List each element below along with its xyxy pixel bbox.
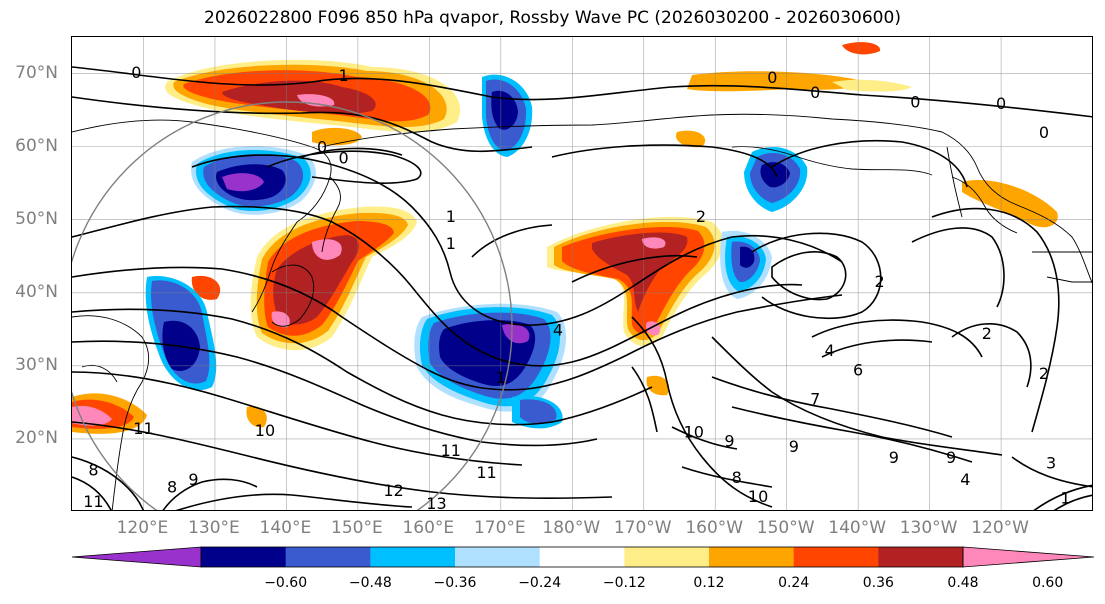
contour-label: 9 [889,448,899,467]
contour-label: 8 [732,468,742,487]
longitude-label: 130°W [899,518,958,538]
contour-label: 4 [960,470,970,489]
coastlines [72,113,1092,510]
colorbar-segment [455,547,541,567]
contour-label: 2 [1039,364,1049,383]
colorbar-tick-label: 0.24 [778,575,810,591]
contour-label: 9 [946,448,956,467]
colorbar-border [200,546,964,568]
colorbar-tick-label: 0.12 [693,575,725,591]
contour-label: 3 [1046,453,1056,472]
contour-label: 6 [853,361,863,380]
contour-label: 0 [910,92,920,111]
colorbar-segment [793,547,879,567]
colorbar-segment [285,547,371,567]
colorbar-tick-label: 0.60 [1032,575,1064,591]
contour-label: 0 [810,83,820,102]
colorbar-segment [878,547,964,567]
contour-label: 7 [810,390,820,409]
contour-label: 0 [767,68,777,87]
contour-label: 4 [824,341,834,360]
colorbar [71,546,1095,568]
contour-label: 11 [83,492,103,511]
contour-label: 2 [875,272,885,291]
colorbar-segment [539,547,625,567]
contour-label: 9 [724,431,734,450]
colorbar-extend-high [962,546,1095,568]
longitude-label: 160°W [685,518,744,538]
contour-label: 1 [338,66,348,85]
contour-label: 10 [748,487,768,506]
contour-label: 1 [496,368,506,387]
longitude-label: 140°W [828,518,887,538]
longitude-label: 140°E [259,518,312,538]
longitude-label: 170°W [613,518,672,538]
latitude-label: 60°N [15,135,58,156]
map-title: 2026022800 F096 850 hPa qvapor, Rossby W… [204,8,901,28]
contour-label: 0 [1039,123,1049,142]
colorbar-segment [709,547,795,567]
contour-label: 1 [446,234,456,253]
contour-label: 2 [696,207,706,226]
colorbar-tick-label: 0.36 [862,575,894,591]
contour-label: 8 [88,461,98,480]
graticule [72,37,1092,510]
contour-label: 10 [684,423,704,442]
longitude-label: 120°W [971,518,1029,538]
colorbar-tick-label: −0.24 [518,575,562,591]
contour-lines [72,66,1092,510]
latitude-label: 30°N [15,354,58,375]
contour-label: 11 [441,441,461,460]
longitude-label: 130°E [188,518,240,538]
contour-label: 8 [167,477,177,496]
contour-label: 1 [1060,488,1070,507]
longitude-label: 160°E [402,518,455,538]
contour-label: 10 [255,421,275,440]
longitude-label: 180°W [542,518,601,538]
map-panel: 0 1 0 0 0 0 0 0 0 1 1 2 2 4 1 4 2 2 6 7 11 10 10 9 9 9 9 3 11 11 12 13 8… [71,36,1093,511]
contour-label: 1 [446,207,456,226]
longitude-label: 150°E [331,518,383,538]
longitude-label: 170°E [473,518,526,538]
latitude-label: 70°N [15,62,58,83]
contour-label: 0 [996,94,1006,113]
contour-label: 0 [131,63,141,82]
contour-label: 11 [476,463,496,482]
colorbar-segment [370,547,456,567]
colorbar-tick-label: −0.12 [602,575,646,591]
colorbar-segment [201,547,287,567]
contour-label: 0 [317,138,327,157]
latitude-label: 50°N [15,208,58,229]
latitude-label: 40°N [15,281,58,302]
contour-label: 2 [982,324,992,343]
longitude-label: 150°W [756,518,815,538]
contour-label: 0 [338,149,348,168]
reference-circle [72,101,513,510]
colorbar-tick-label: −0.60 [264,575,308,591]
contour-label: 11 [133,419,153,438]
colorbar-extend-low [71,546,202,568]
colorbar-tick-label: 0.48 [947,575,979,591]
contour-label: 13 [426,494,446,511]
contour-label: 4 [553,320,563,339]
contour-label: 9 [789,437,799,456]
colorbar-tick-label: −0.48 [348,575,392,591]
longitude-label: 120°E [116,518,169,538]
colorbar-tick-label: −0.36 [433,575,477,591]
colorbar-segment [624,547,710,567]
latitude-label: 20°N [15,427,58,448]
contour-label: 12 [383,481,403,500]
contour-label: 9 [188,470,198,489]
